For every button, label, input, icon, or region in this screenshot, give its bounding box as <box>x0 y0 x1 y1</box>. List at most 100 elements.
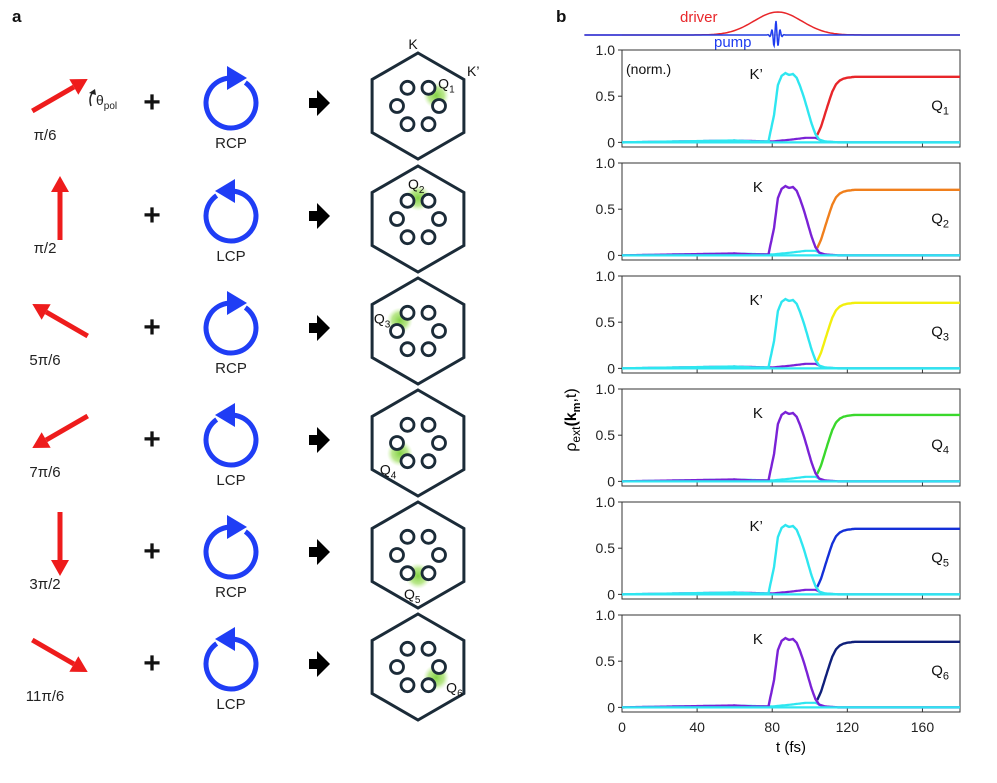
polarization-arrow-icon <box>32 304 51 320</box>
circular-polarization-arrow-icon <box>215 179 235 203</box>
y-tick-label: 0 <box>607 699 615 715</box>
valley-point <box>399 116 416 133</box>
y-tick-label: 0.5 <box>596 427 616 443</box>
plus-sign: + <box>143 199 161 232</box>
y-axis-label: ρext(km,t) <box>563 388 583 451</box>
subplot-6: 0 0.5 1.0 K Q6 0 40 80 120 160 <box>596 607 961 735</box>
polarization-label: RCP <box>215 584 247 601</box>
pump-label: pump <box>714 34 752 51</box>
q-series-label: Q6 <box>931 662 949 682</box>
theta-arrowhead-icon <box>89 89 96 95</box>
row-6: 11π/6 + LCP Q6 <box>26 612 466 722</box>
valley-point <box>431 211 447 227</box>
polarization-arrow-shaft <box>31 637 76 667</box>
x-tick-label: 160 <box>911 719 935 735</box>
circular-polarization-arc-icon <box>203 524 259 580</box>
valley-point <box>389 98 405 114</box>
y-tick-label: 1.0 <box>596 155 616 171</box>
polarization-arrow-icon <box>32 432 51 448</box>
valley-point <box>399 640 416 657</box>
q-label: Q5 <box>404 586 421 606</box>
valley-point <box>420 116 437 133</box>
plot-frame <box>621 614 961 713</box>
q-valley-series <box>816 640 960 701</box>
valley-point <box>420 416 437 433</box>
valley-point <box>399 453 416 470</box>
valley-point <box>420 341 437 358</box>
polarization-arrow-icon <box>51 176 69 192</box>
y-tick-label: 0 <box>607 247 615 263</box>
brillouin-zone-hexagon <box>370 276 466 386</box>
row-3: 5π/6 + RCP Q3 <box>29 276 466 386</box>
y-tick-label: 0.5 <box>596 201 616 217</box>
circular-polarization-arrow-icon <box>227 515 247 539</box>
angle-label: π/6 <box>34 127 57 144</box>
pulse-schematic: driver pump <box>584 9 960 51</box>
circular-polarization-arc-icon <box>203 412 259 468</box>
angle-label: π/2 <box>34 240 57 257</box>
x-tick-label: 120 <box>836 719 860 735</box>
valley-point <box>420 304 437 321</box>
plot-frame <box>621 388 961 487</box>
kprime-label: K’ <box>467 63 479 79</box>
brillouin-zone-hexagon <box>370 51 466 161</box>
brillouin-zone-hexagon <box>370 164 466 274</box>
peak-valley-series <box>622 410 960 483</box>
peak-valley-series <box>622 523 960 596</box>
y-tick-label: 0.5 <box>596 653 616 669</box>
subplot-3: 0 0.5 1.0 K’ Q3 <box>596 268 961 376</box>
y-tick-label: 1.0 <box>596 268 616 284</box>
circular-polarization-arrow-icon <box>227 66 247 90</box>
valley-label: K <box>753 631 763 648</box>
result-arrow-icon <box>309 427 330 453</box>
q-label: Q4 <box>380 462 397 482</box>
valley-label: K <box>753 179 763 196</box>
circular-polarization-arrow-icon <box>215 627 235 651</box>
q-valley-series <box>816 413 960 475</box>
y-tick-label: 0 <box>607 360 615 376</box>
y-tick-label: 1.0 <box>596 42 616 58</box>
y-tick-label: 1.0 <box>596 381 616 397</box>
pump-pulse-curve <box>584 20 960 49</box>
angle-label: 3π/2 <box>29 576 60 593</box>
q-series-label: Q2 <box>931 210 949 230</box>
angle-label: 5π/6 <box>29 352 60 369</box>
result-arrow-icon <box>309 651 330 677</box>
q-series-label: Q1 <box>931 97 949 117</box>
plot-frame <box>621 162 961 261</box>
valley-point <box>399 416 416 433</box>
y-tick-label: 0 <box>607 586 615 602</box>
brillouin-zone-hexagon <box>370 500 466 610</box>
y-tick-label: 1.0 <box>596 494 616 510</box>
plots: 00.51.0K’Q1(norm.)00.51.0KQ200.51.0K’Q30… <box>596 42 961 735</box>
valley-point <box>399 341 416 358</box>
circular-polarization-arrow-icon <box>215 403 235 427</box>
driver-label: driver <box>680 9 718 26</box>
valley-point <box>420 565 437 582</box>
angle-label: 7π/6 <box>29 464 60 481</box>
plus-sign: + <box>143 86 161 119</box>
result-arrow-icon <box>309 90 330 116</box>
theta-pol-label: θpol <box>96 92 117 112</box>
y-tick-label: 0.5 <box>596 540 616 556</box>
q-label: Q1 <box>438 76 455 96</box>
valley-point <box>399 528 416 545</box>
y-tick-label: 0.5 <box>596 314 616 330</box>
valley-point <box>399 229 416 246</box>
valley-point <box>399 79 416 96</box>
x-tick-label: 40 <box>689 719 705 735</box>
circular-polarization-arc-icon <box>203 636 259 692</box>
valley-point <box>389 435 405 451</box>
circular-polarization-arrow-icon <box>227 291 247 315</box>
valley-point <box>420 453 437 470</box>
valley-point <box>399 304 416 321</box>
result-arrow-icon <box>309 203 330 229</box>
panel-a-letter: a <box>12 7 22 26</box>
polarization-label: LCP <box>216 248 245 265</box>
valley-point <box>389 547 405 563</box>
brillouin-zone-hexagon <box>370 388 466 498</box>
q-series-label: Q5 <box>931 549 949 569</box>
valley-point <box>389 323 405 339</box>
q-valley-series <box>816 301 960 362</box>
valley-point <box>420 677 437 694</box>
